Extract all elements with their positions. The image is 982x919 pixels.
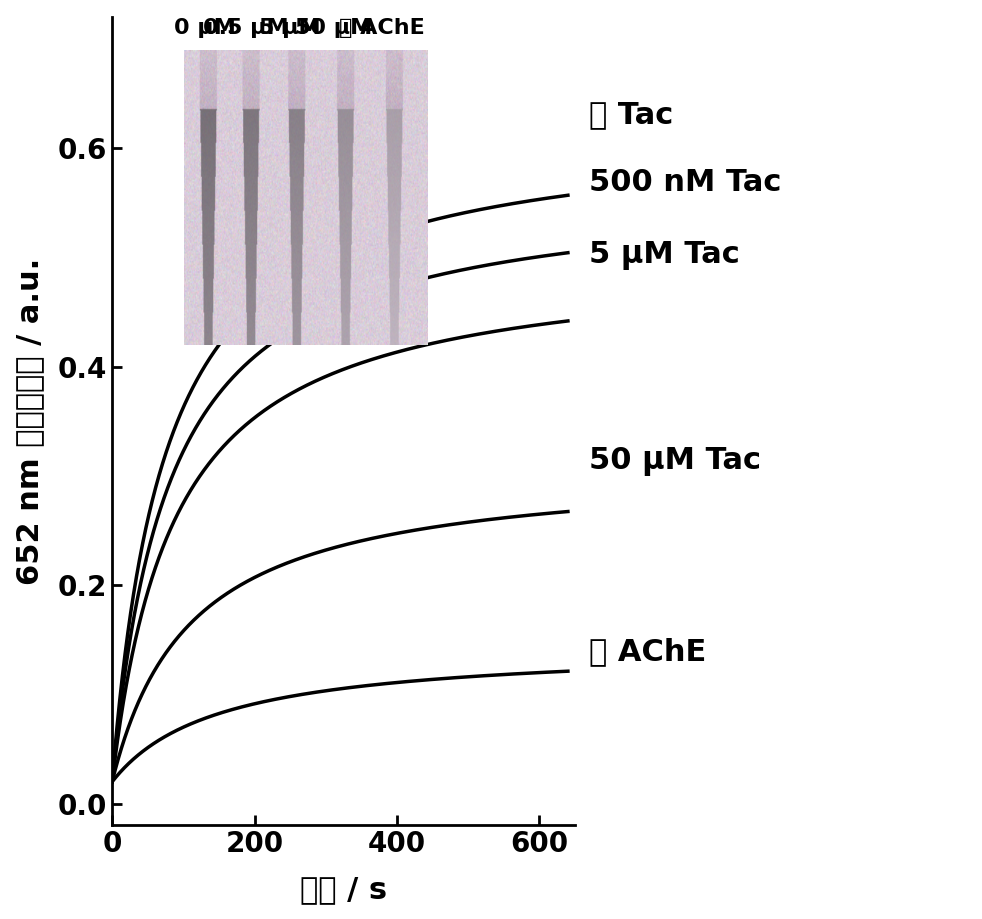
Y-axis label: 652 nm 处吸光度值 / a.u.: 652 nm 处吸光度值 / a.u.	[15, 257, 44, 585]
Text: 50 μM: 50 μM	[295, 17, 372, 38]
Text: 0 μM: 0 μM	[174, 17, 236, 38]
Text: 无 Tac: 无 Tac	[589, 100, 674, 129]
Text: 无 AChE: 无 AChE	[589, 637, 706, 666]
Text: 50 μM Tac: 50 μM Tac	[589, 448, 761, 476]
Text: 500 nM Tac: 500 nM Tac	[589, 168, 782, 198]
Text: 无 AChE: 无 AChE	[339, 17, 425, 38]
Text: 0.5 μM: 0.5 μM	[203, 17, 289, 38]
X-axis label: 时间 / s: 时间 / s	[300, 875, 387, 904]
Text: 5 μM: 5 μM	[259, 17, 320, 38]
Text: 5 μM Tac: 5 μM Tac	[589, 241, 739, 270]
